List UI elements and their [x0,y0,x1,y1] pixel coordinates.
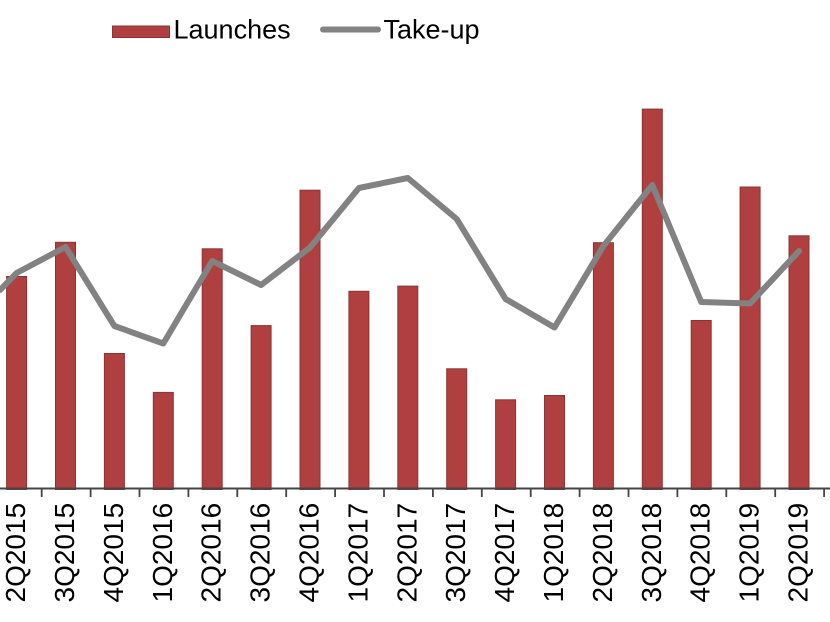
svg-text:4Q2015: 4Q2015 [98,503,129,603]
svg-text:Launches: Launches [174,15,291,45]
svg-text:2Q2017: 2Q2017 [391,503,422,603]
svg-text:1Q2017: 1Q2017 [342,503,373,603]
svg-text:2Q2018: 2Q2018 [587,503,618,603]
svg-text:4Q2016: 4Q2016 [294,503,325,603]
svg-text:3Q2016: 3Q2016 [245,503,276,603]
svg-text:4Q2018: 4Q2018 [685,503,716,603]
svg-text:3Q2017: 3Q2017 [440,503,471,603]
svg-text:3Q2018: 3Q2018 [636,503,667,603]
svg-text:2Q2019: 2Q2019 [783,503,814,603]
svg-text:2Q2015: 2Q2015 [0,503,31,603]
svg-text:1Q2018: 1Q2018 [538,503,569,603]
svg-text:4Q2017: 4Q2017 [489,503,520,603]
svg-text:1Q2019: 1Q2019 [734,503,765,603]
svg-text:1Q2016: 1Q2016 [147,503,178,603]
svg-text:3Q2015: 3Q2015 [49,503,80,603]
svg-text:2Q2016: 2Q2016 [196,503,227,603]
svg-text:Take-up: Take-up [384,15,480,45]
